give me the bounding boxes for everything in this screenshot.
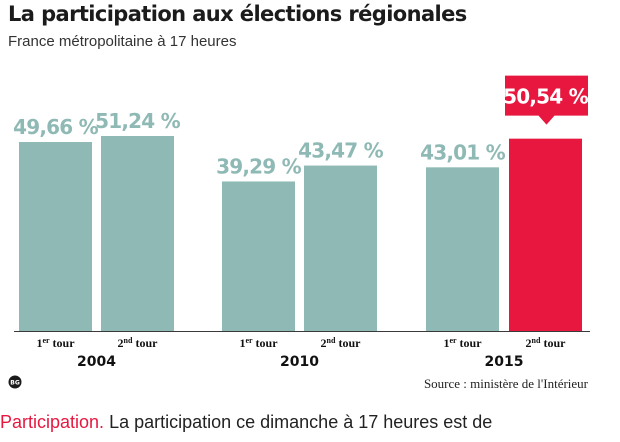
value-label-2010-tour-1: 39,29 % <box>216 154 301 178</box>
publisher-logo-icon: BG <box>8 375 22 389</box>
value-label-2015-tour-1: 43,01 % <box>420 140 505 164</box>
bar-2004-tour-2 <box>101 136 174 331</box>
tour-label-2015-1: 1er tour <box>443 336 482 350</box>
bar-2010-tour-1 <box>222 181 295 331</box>
bar-2010-tour-2 <box>304 165 377 331</box>
highlight-callout <box>505 75 588 125</box>
bar-2015-tour-2 <box>509 138 582 331</box>
tour-label-2010-2: 2nd tour <box>321 336 362 350</box>
tour-label-2015-2: 2nd tour <box>526 336 567 350</box>
tour-label-2004-2: 2nd tour <box>118 336 159 350</box>
bar-2004-tour-1 <box>19 142 92 331</box>
tour-label-2004-1: 1er tour <box>36 336 75 350</box>
tour-label-2010-1: 1er tour <box>239 336 278 350</box>
value-label-2004-tour-2: 51,24 % <box>95 109 180 133</box>
article-text: La participation ce dimanche à 17 heures… <box>104 412 493 432</box>
svg-text:BG: BG <box>10 380 20 387</box>
source-note: Source : ministère de l'Intérieur <box>423 376 588 391</box>
article-keyword-link[interactable]: Participation. <box>0 412 105 432</box>
article-snippet: Participation. La participation ce diman… <box>0 412 620 442</box>
year-label-2015: 2015 <box>485 354 524 370</box>
chart-title: La participation aux élections régionale… <box>8 2 467 26</box>
year-label-2004: 2004 <box>77 354 116 370</box>
value-label-2015-tour-2: 50,54 % <box>503 85 588 109</box>
bar-2015-tour-1 <box>426 167 499 331</box>
value-label-2004-tour-1: 49,66 % <box>13 115 98 139</box>
value-label-2010-tour-2: 43,47 % <box>298 139 383 163</box>
chart-subtitle: France métropolitaine à 17 heures <box>8 33 237 50</box>
year-label-2010: 2010 <box>280 354 319 370</box>
